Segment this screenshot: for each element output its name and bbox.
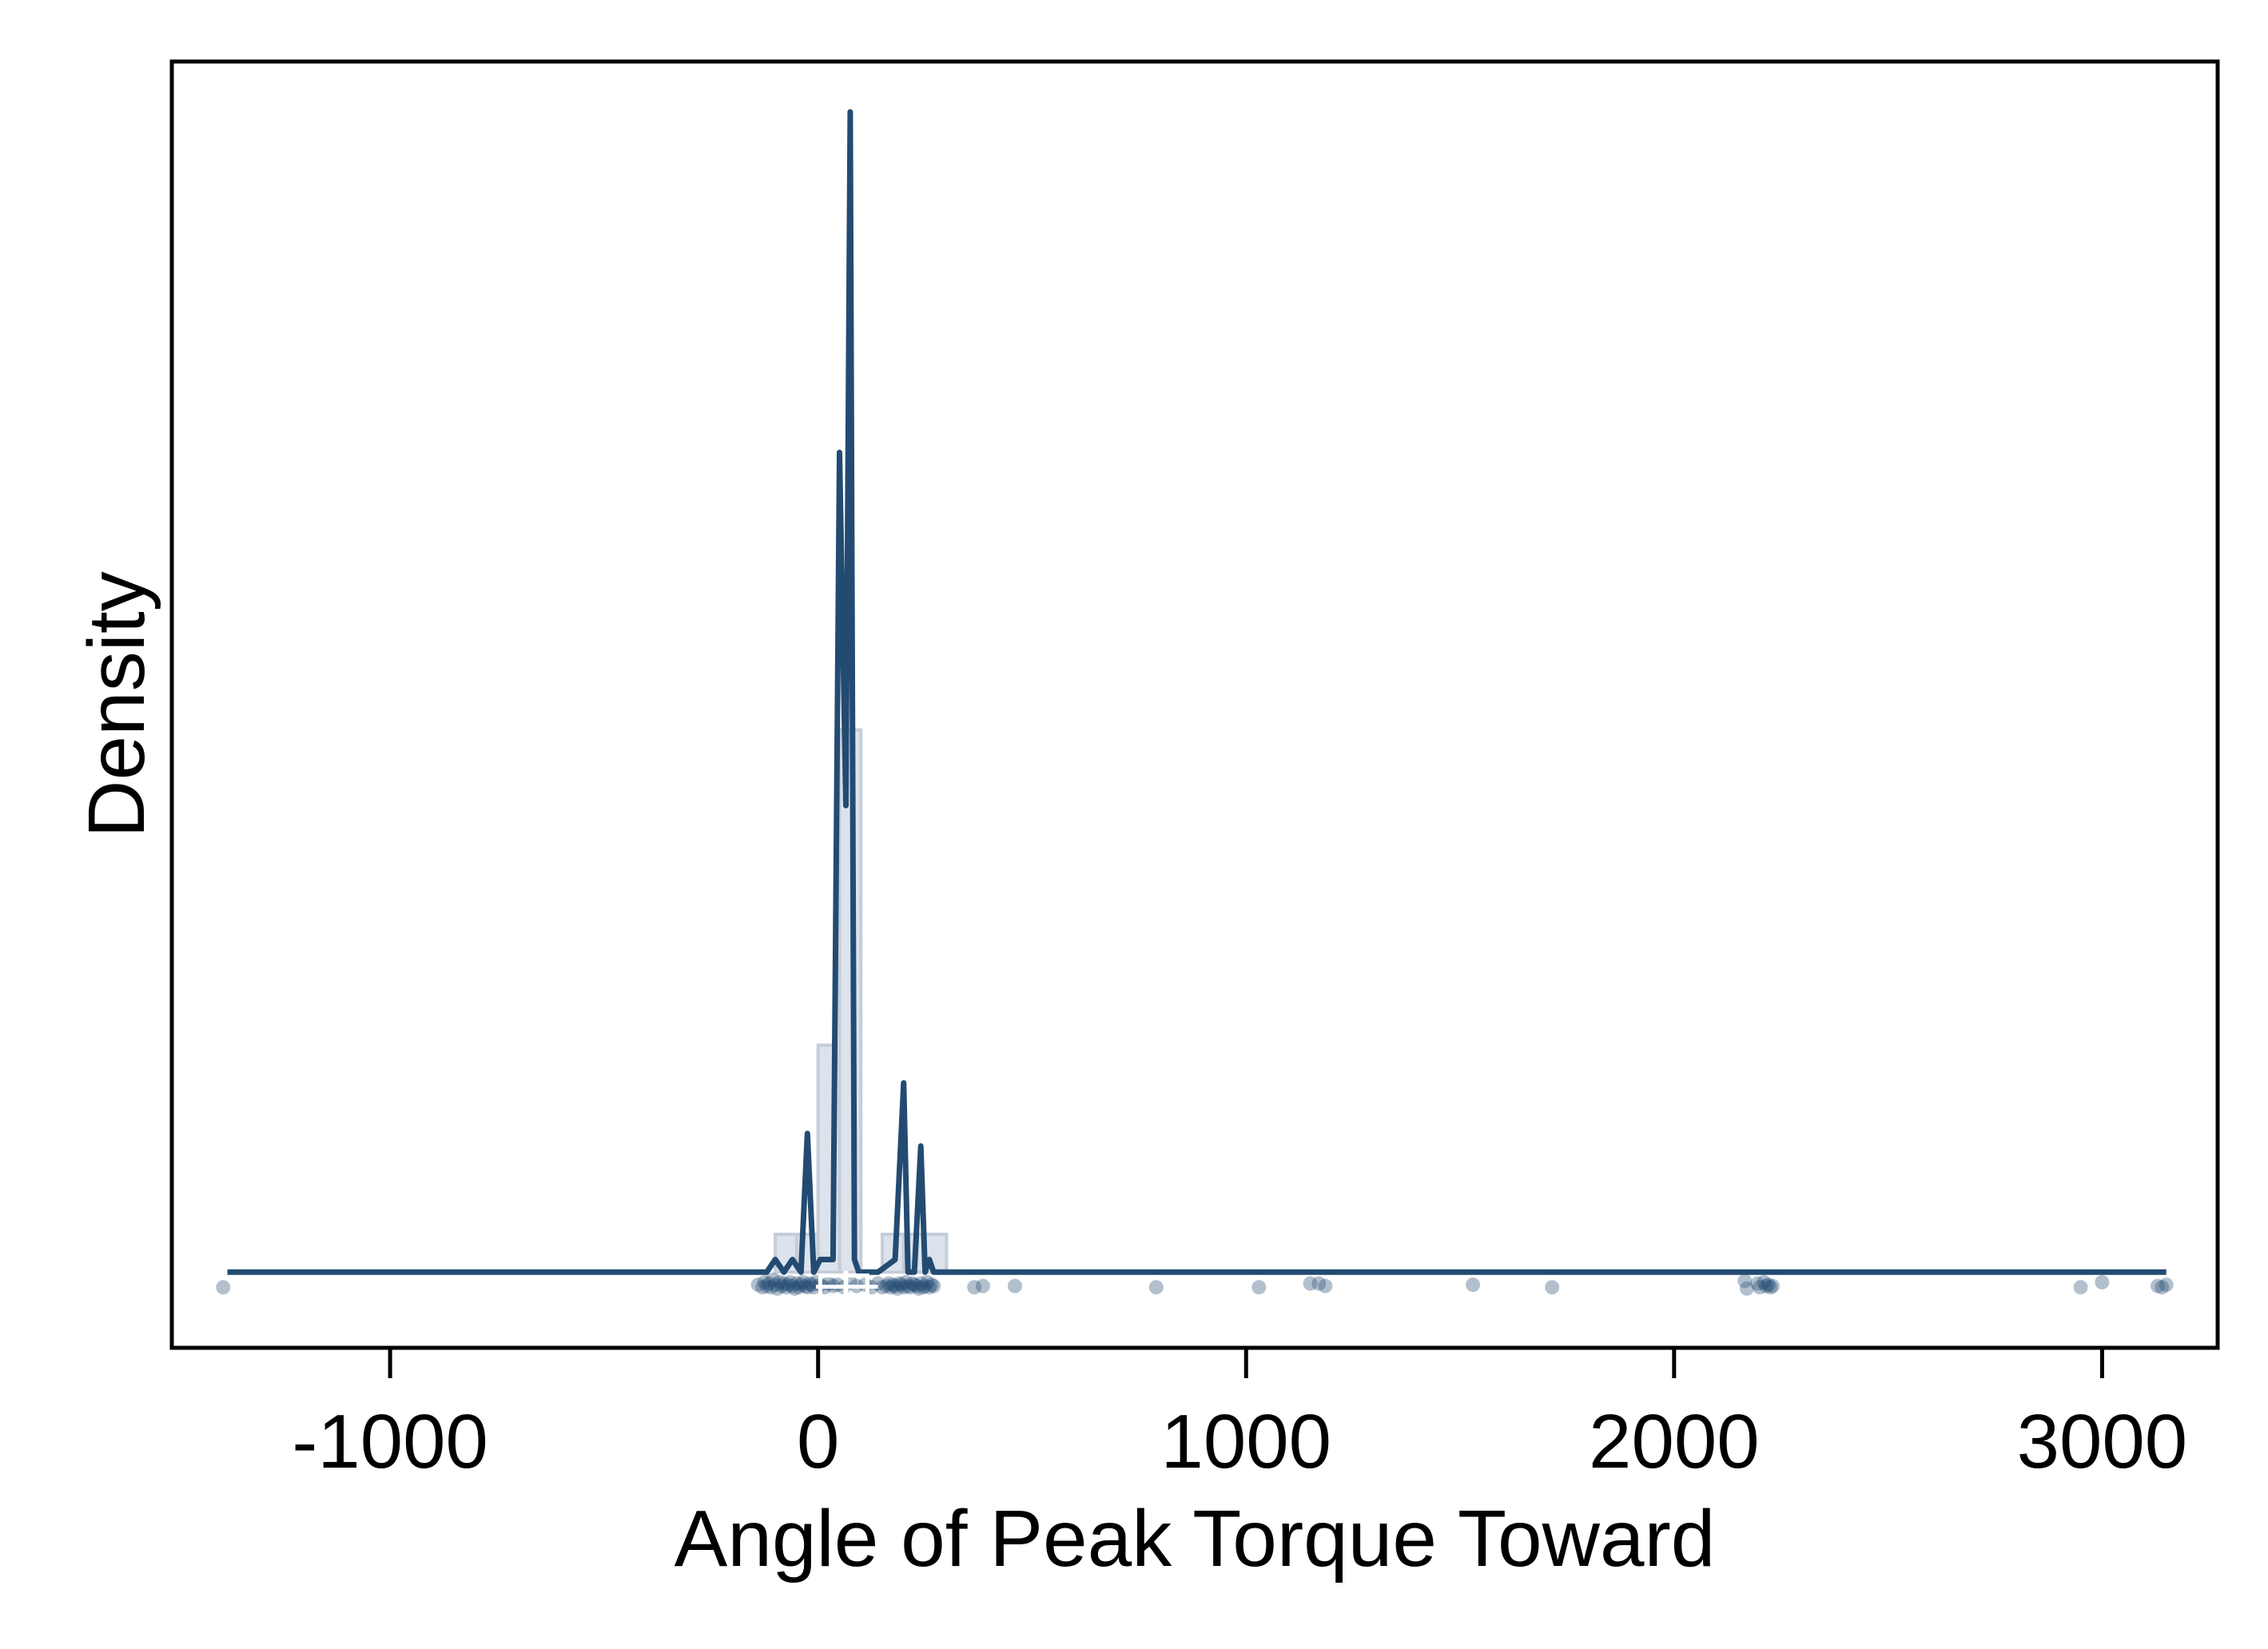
data-point: [894, 1277, 909, 1293]
y-axis-title: Density: [72, 571, 161, 837]
data-point: [750, 1277, 766, 1293]
data-point: [1750, 1276, 1765, 1291]
data-point: [1318, 1278, 1333, 1293]
data-point: [772, 1274, 787, 1289]
data-point: [2151, 1278, 2166, 1293]
jitter-points: [216, 1272, 2174, 1296]
data-point: [885, 1277, 901, 1293]
data-point: [798, 1278, 813, 1293]
x-tick-label: 3000: [2017, 1399, 2188, 1484]
data-point: [1545, 1280, 1560, 1295]
x-axis-title: Angle of Peak Torque Toward: [674, 1494, 1716, 1583]
data-point: [1761, 1277, 1776, 1293]
data-point: [778, 1280, 794, 1295]
boxplot: [816, 1270, 878, 1303]
data-point: [770, 1281, 785, 1296]
data-point: [789, 1276, 804, 1291]
data-point: [762, 1276, 777, 1291]
histogram-bar: [838, 728, 863, 1274]
data-point: [800, 1280, 815, 1295]
x-axis-ticks: -1000 0 1000 2000 3000: [292, 1348, 2187, 1484]
data-point: [892, 1276, 907, 1291]
data-point: [875, 1280, 890, 1295]
data-point: [926, 1278, 941, 1293]
data-point: [1758, 1278, 1773, 1293]
data-point: [1311, 1276, 1327, 1291]
data-point: [782, 1274, 798, 1289]
data-point: [921, 1280, 937, 1295]
x-tick-label: -1000: [292, 1399, 488, 1484]
data-point: [2095, 1274, 2110, 1289]
data-point: [2159, 1277, 2174, 1293]
data-point: [1148, 1280, 1164, 1295]
data-point: [905, 1276, 920, 1291]
data-point: [2073, 1280, 2088, 1295]
data-point: [1008, 1278, 1023, 1293]
data-point: [911, 1281, 926, 1296]
data-point: [763, 1280, 778, 1295]
data-point: [924, 1277, 939, 1293]
data-point: [920, 1274, 935, 1289]
x-tick-label: 1000: [1160, 1399, 1331, 1484]
data-point: [1763, 1280, 1778, 1295]
data-point: [787, 1281, 802, 1296]
data-point: [794, 1277, 809, 1293]
data-point: [881, 1276, 897, 1291]
data-point: [915, 1280, 930, 1295]
data-point: [898, 1274, 913, 1289]
data-point: [2155, 1280, 2170, 1295]
data-point: [901, 1278, 916, 1293]
data-point: [804, 1277, 819, 1293]
data-point: [795, 1274, 810, 1289]
data-point: [1739, 1281, 1754, 1296]
data-point: [791, 1280, 806, 1295]
plot-frame: [169, 59, 2220, 1350]
data-point: [1752, 1280, 1767, 1295]
data-point: [768, 1277, 783, 1293]
data-point: [1737, 1274, 1753, 1289]
data-point: [776, 1276, 791, 1291]
data-point: [967, 1280, 982, 1295]
data-point: [1757, 1274, 1772, 1289]
data-point: [913, 1276, 929, 1291]
data-point: [909, 1278, 924, 1293]
x-tick-label: 2000: [1589, 1399, 1760, 1484]
data-point: [907, 1277, 922, 1293]
x-tick-label: 0: [797, 1399, 839, 1484]
density-curve: [227, 109, 2167, 1275]
density-line: [227, 109, 2167, 1275]
data-point: [975, 1278, 990, 1293]
data-point: [902, 1280, 917, 1295]
data-point: [785, 1278, 800, 1293]
data-point: [759, 1278, 774, 1293]
data-point: [883, 1280, 898, 1295]
data-point: [802, 1276, 817, 1291]
data-point: [1765, 1278, 1781, 1293]
data-point: [896, 1280, 911, 1295]
data-point: [781, 1277, 796, 1293]
data-point: [1303, 1276, 1318, 1291]
data-point: [757, 1274, 772, 1289]
data-point: [888, 1278, 903, 1293]
data-point: [879, 1278, 894, 1293]
data-point: [1466, 1277, 1481, 1293]
data-point: [1251, 1280, 1267, 1295]
data-point: [216, 1280, 231, 1295]
data-point: [889, 1281, 905, 1296]
data-point: [766, 1272, 781, 1287]
data-point: [774, 1278, 790, 1293]
data-point: [806, 1280, 822, 1295]
data-point: [755, 1280, 770, 1295]
data-point: [917, 1278, 933, 1293]
